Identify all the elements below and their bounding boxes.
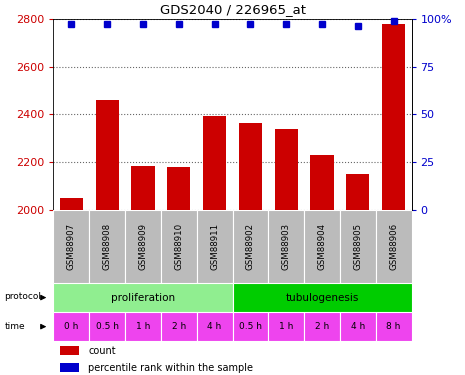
- Bar: [167, 167, 191, 375]
- Bar: [125, 312, 161, 341]
- Bar: [304, 210, 340, 283]
- Bar: [310, 155, 334, 375]
- Bar: [232, 283, 412, 312]
- Text: 1 h: 1 h: [279, 322, 293, 331]
- Bar: [304, 312, 340, 341]
- Bar: [197, 312, 232, 341]
- Text: GSM88905: GSM88905: [353, 223, 362, 270]
- Text: 2 h: 2 h: [315, 322, 329, 331]
- Text: GSM88911: GSM88911: [210, 223, 219, 270]
- Bar: [203, 116, 226, 375]
- Bar: [53, 210, 89, 283]
- Bar: [60, 363, 79, 372]
- Bar: [340, 210, 376, 283]
- Bar: [95, 100, 119, 375]
- Bar: [89, 210, 125, 283]
- Bar: [382, 24, 405, 375]
- Text: time: time: [4, 321, 25, 330]
- Bar: [161, 312, 197, 341]
- Text: 0.5 h: 0.5 h: [96, 322, 119, 331]
- Bar: [53, 312, 89, 341]
- Text: GSM88907: GSM88907: [67, 223, 76, 270]
- Text: 0.5 h: 0.5 h: [239, 322, 262, 331]
- Text: GSM88906: GSM88906: [389, 223, 398, 270]
- Text: count: count: [88, 346, 116, 356]
- Text: 0 h: 0 h: [64, 322, 79, 331]
- Text: GSM88908: GSM88908: [103, 223, 112, 270]
- Text: proliferation: proliferation: [111, 292, 175, 303]
- Text: 4 h: 4 h: [207, 322, 222, 331]
- Text: 4 h: 4 h: [351, 322, 365, 331]
- Bar: [346, 174, 370, 375]
- Text: GSM88910: GSM88910: [174, 223, 183, 270]
- Bar: [197, 210, 232, 283]
- Bar: [125, 210, 161, 283]
- Bar: [232, 210, 268, 283]
- Text: GSM88909: GSM88909: [139, 223, 147, 270]
- Bar: [268, 210, 304, 283]
- Bar: [53, 283, 232, 312]
- Text: protocol: protocol: [4, 292, 41, 302]
- Bar: [60, 198, 83, 375]
- Bar: [89, 312, 125, 341]
- Title: GDS2040 / 226965_at: GDS2040 / 226965_at: [159, 3, 306, 16]
- Bar: [274, 129, 298, 375]
- Bar: [239, 123, 262, 375]
- Text: 8 h: 8 h: [386, 322, 401, 331]
- Text: 2 h: 2 h: [172, 322, 186, 331]
- Bar: [131, 166, 155, 375]
- Text: 1 h: 1 h: [136, 322, 150, 331]
- Bar: [161, 210, 197, 283]
- Bar: [340, 312, 376, 341]
- Bar: [376, 312, 412, 341]
- Bar: [376, 210, 412, 283]
- Text: percentile rank within the sample: percentile rank within the sample: [88, 363, 253, 373]
- Text: GSM88903: GSM88903: [282, 223, 291, 270]
- Bar: [60, 346, 79, 355]
- Bar: [268, 312, 304, 341]
- Text: tubulogenesis: tubulogenesis: [286, 292, 359, 303]
- Text: GSM88902: GSM88902: [246, 223, 255, 270]
- Bar: [232, 312, 268, 341]
- Text: GSM88904: GSM88904: [318, 223, 326, 270]
